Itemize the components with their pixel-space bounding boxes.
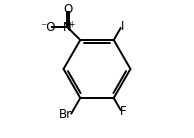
Text: N: N <box>63 21 72 34</box>
Text: Br: Br <box>59 108 72 121</box>
Text: O: O <box>63 3 72 16</box>
Text: ⁻O: ⁻O <box>40 21 56 34</box>
Text: +: + <box>69 20 75 29</box>
Text: I: I <box>121 20 125 33</box>
Text: F: F <box>120 105 127 118</box>
